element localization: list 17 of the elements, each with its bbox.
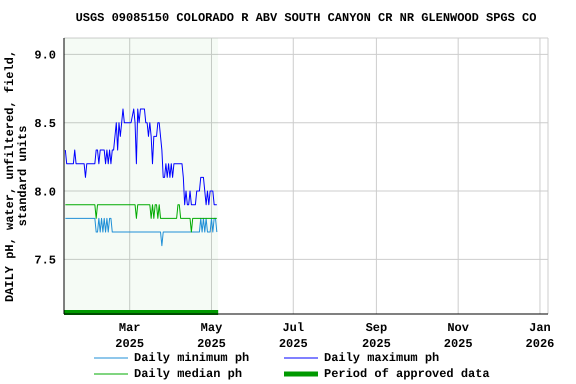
legend-label: Daily median ph [134,367,242,381]
y-tick-label: 7.5 [34,254,56,268]
x-tick-label: Sep 2025 [362,321,391,351]
legend-label: Daily minimum ph [134,351,250,365]
y-axis-title: DAILY pH, water, unfiltered, field, standard units [3,50,30,302]
x-tick-label: Jul 2025 [278,321,308,351]
x-tick-label: Jan 2026 [526,321,554,351]
x-tick-label: May 2025 [197,321,226,351]
y-tick-label: 8.5 [34,116,56,131]
x-tick-label: Nov 2025 [444,321,473,351]
chart-title: USGS 09085150 COLORADO R ABV SOUTH CANYON CR NR GLENWOOD SPGS CO [74,11,538,25]
legend-label: Period of approved data [324,367,490,381]
y-tick-label: 8.0 [34,185,56,200]
legend-label: Daily maximum ph [324,351,440,365]
line-series [64,108,218,206]
x-tick-label: Mar 2025 [115,321,144,351]
y-tick-label: 9.0 [34,48,56,63]
